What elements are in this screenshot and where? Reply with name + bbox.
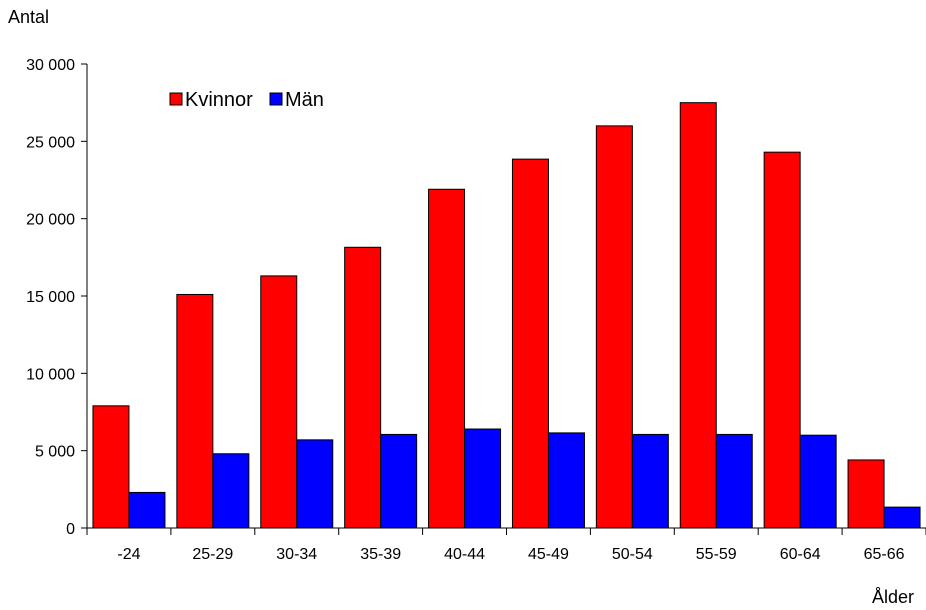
bar-män-30-34 (296, 439, 334, 529)
y-tick-label: 20 000 (26, 212, 75, 229)
y-tick-label: 10 000 (26, 366, 75, 383)
bar-män-35-39 (380, 433, 418, 529)
y-tick-label: 0 (66, 521, 75, 538)
x-tick-label: 35-39 (360, 546, 401, 563)
x-axis-title: Ålder (872, 587, 914, 607)
bar-kvinnor-60-64 (763, 151, 801, 529)
y-axis-title: Antal (8, 7, 49, 27)
x-tick-label: 65-66 (864, 546, 905, 563)
x-tick-label: 25-29 (192, 546, 233, 563)
x-tick-label: 40-44 (444, 546, 485, 563)
x-tick-label: 30-34 (276, 546, 317, 563)
bar-kvinnor-30-34 (260, 275, 298, 529)
legend: Kvinnor Män (169, 89, 324, 111)
bar-män-40-44 (464, 428, 502, 529)
y-tick-label: 30 000 (26, 57, 75, 74)
bar-kvinnor-50-54 (595, 125, 633, 529)
bar-män--24 (128, 491, 166, 529)
bar-män-60-64 (799, 434, 837, 529)
legend-label-män: Män (285, 89, 324, 111)
bar-män-25-29 (212, 453, 250, 529)
bar-män-65-66 (883, 506, 921, 529)
legend-swatch-män (269, 92, 283, 106)
x-axis: -24 25-29 30-34 35-39 40-44 45-49 50-54 55-59 60… (86, 527, 926, 563)
bar-kvinnor-35-39 (344, 246, 382, 529)
plot-area (92, 102, 921, 529)
x-tick-label: -24 (117, 546, 140, 563)
legend-swatch-kvinnor (169, 92, 183, 106)
y-axis: 0 5 000 10 000 15 000 20 000 25 000 30 000 (26, 57, 88, 538)
bar-män-55-59 (715, 433, 753, 529)
x-tick-label: 60-64 (780, 546, 821, 563)
y-tick-label: 25 000 (26, 134, 75, 151)
bar-män-45-49 (547, 432, 585, 529)
bar-kvinnor-65-66 (847, 459, 885, 529)
x-tick-label: 50-54 (612, 546, 653, 563)
legend-label-kvinnor: Kvinnor (185, 89, 253, 111)
bar-kvinnor-55-59 (679, 102, 717, 529)
bar-kvinnor--24 (92, 405, 130, 529)
bar-kvinnor-25-29 (176, 293, 214, 529)
y-tick-label: 5 000 (35, 444, 75, 461)
bar-kvinnor-40-44 (428, 188, 466, 529)
bar-kvinnor-45-49 (511, 158, 549, 529)
y-tick-label: 15 000 (26, 289, 75, 306)
bar-män-50-54 (631, 433, 669, 529)
x-tick-label: 55-59 (696, 546, 737, 563)
x-tick-label: 45-49 (528, 546, 569, 563)
